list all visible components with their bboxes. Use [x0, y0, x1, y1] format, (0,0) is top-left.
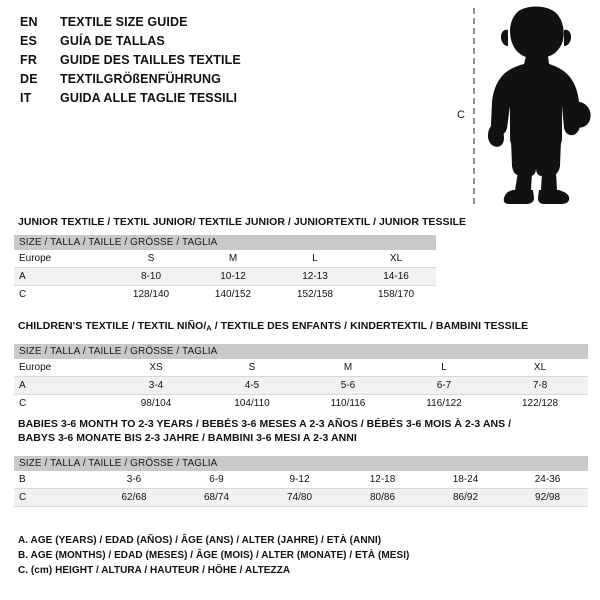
table-cell: 3-6: [93, 471, 175, 489]
legend-line-c: C. (cm) HEIGHT / ALTURA / HAUTEUR / HÖHE…: [18, 565, 291, 576]
language-title: GUIDA ALLE TAGLIE TESSILI: [60, 91, 238, 105]
legend-block: A. AGE (YEARS) / EDAD (AÑOS) / ÂGE (ANS)…: [18, 533, 409, 578]
section-title-babies-line2: BABYS 3-6 MONATE BIS 2-3 JAHRE / BAMBINI…: [18, 432, 357, 444]
language-code: IT: [20, 91, 32, 105]
table-cell: 12-13: [274, 267, 356, 286]
size-header-cell: M: [192, 250, 274, 268]
table-cell: 158/170: [356, 285, 437, 303]
language-title-block: EN TEXTILE SIZE GUIDE ES GUÍA DE TALLAS …: [20, 13, 420, 108]
row-label: A: [14, 376, 108, 395]
table-bar-row: SIZE / TALLA / TAILLE / GRÖSSE / TAGLIA: [14, 235, 437, 250]
table-cell: 6-9: [175, 471, 258, 489]
table-cell: 7-8: [492, 376, 589, 395]
section-title-children-pre: CHILDREN'S TEXTILE / TEXTIL NIÑO/: [18, 320, 207, 332]
table-cell: 68/74: [175, 488, 258, 507]
row-label: C: [14, 394, 108, 412]
table-cell: 4-5: [204, 376, 300, 395]
children-bar-label: SIZE / TALLA / TAILLE / GRÖSSE / TAGLIA: [14, 344, 589, 359]
language-code: ES: [20, 34, 38, 48]
table-row: C 62/68 68/74 74/80 80/86 86/92 92/98: [14, 488, 589, 507]
language-code: EN: [20, 15, 38, 29]
table-cell: 86/92: [424, 488, 507, 507]
table-cell: 110/116: [300, 394, 396, 412]
language-row: EN TEXTILE SIZE GUIDE: [20, 13, 420, 32]
height-measure-label: C: [457, 109, 465, 121]
language-code: FR: [20, 53, 38, 67]
table-cell: 14-16: [356, 267, 437, 286]
babies-size-table: SIZE / TALLA / TAILLE / GRÖSSE / TAGLIA …: [14, 456, 589, 507]
section-title-babies-line1: BABIES 3-6 MONTH TO 2-3 YEARS / BEBÉS 3-…: [18, 418, 512, 430]
table-bar-row: SIZE / TALLA / TAILLE / GRÖSSE / TAGLIA: [14, 456, 589, 471]
table-row: A 8-10 10-12 12-13 14-16: [14, 267, 437, 286]
table-cell: 140/152: [192, 285, 274, 303]
language-title: GUIDE DES TAILLES TEXTILE: [60, 53, 241, 67]
table-cell: 92/98: [507, 488, 589, 507]
table-row: C 128/140 140/152 152/158 158/170: [14, 285, 437, 303]
table-cell: 24-36: [507, 471, 589, 489]
height-measure-dashed-line: [473, 8, 475, 204]
language-row: ES GUÍA DE TALLAS: [20, 32, 420, 51]
table-cell: 12-18: [341, 471, 424, 489]
height-measurement-figure: C: [440, 6, 600, 206]
row-label: B: [14, 471, 93, 489]
table-cell: 74/80: [258, 488, 341, 507]
table-cell: 98/104: [108, 394, 204, 412]
table-row: A 3-4 4-5 5-6 6-7 7-8: [14, 376, 589, 395]
size-header-cell: XL: [492, 359, 589, 377]
junior-size-table: SIZE / TALLA / TAILLE / GRÖSSE / TAGLIA …: [14, 235, 437, 303]
table-cell: 9-12: [258, 471, 341, 489]
legend-line-b: B. AGE (MONTHS) / EDAD (MESES) / ÂGE (MO…: [18, 550, 410, 561]
table-cell: 10-12: [192, 267, 274, 286]
table-cell: 116/122: [396, 394, 492, 412]
language-row: FR GUIDE DES TAILLES TEXTILE: [20, 51, 420, 70]
table-cell: 6-7: [396, 376, 492, 395]
table-cell: 80/86: [341, 488, 424, 507]
table-cell: 62/68: [93, 488, 175, 507]
language-row: IT GUIDA ALLE TAGLIE TESSILI: [20, 89, 420, 108]
section-title-children: CHILDREN'S TEXTILE / TEXTIL NIÑO/A / TEX…: [18, 320, 528, 334]
table-cell: 18-24: [424, 471, 507, 489]
size-header-cell: S: [110, 250, 192, 268]
size-header-cell: L: [274, 250, 356, 268]
table-bar-row: SIZE / TALLA / TAILLE / GRÖSSE / TAGLIA: [14, 344, 589, 359]
language-title: TEXTILGRÖßENFÜHRUNG: [60, 72, 221, 86]
table-cell: 128/140: [110, 285, 192, 303]
row-label: Europe: [14, 359, 108, 377]
section-title-children-post: / TEXTILE DES ENFANTS / KINDERTEXTIL / B…: [211, 320, 529, 332]
language-title: TEXTILE SIZE GUIDE: [60, 15, 188, 29]
language-code: DE: [20, 72, 38, 86]
table-row: C 98/104 104/110 110/116 116/122 122/128: [14, 394, 589, 412]
legend-line-a: A. AGE (YEARS) / EDAD (AÑOS) / ÂGE (ANS)…: [18, 535, 382, 546]
language-title: GUÍA DE TALLAS: [60, 34, 165, 48]
table-cell: 5-6: [300, 376, 396, 395]
language-row: DE TEXTILGRÖßENFÜHRUNG: [20, 70, 420, 89]
child-silhouette-icon: [487, 6, 591, 204]
table-row: Europe XS S M L XL: [14, 359, 589, 377]
size-header-cell: L: [396, 359, 492, 377]
row-label: C: [14, 285, 110, 303]
table-row: Europe S M L XL: [14, 250, 437, 268]
size-header-cell: M: [300, 359, 396, 377]
table-row: B 3-6 6-9 9-12 12-18 18-24 24-36: [14, 471, 589, 489]
row-label: A: [14, 267, 110, 286]
section-title-children-sub: A: [206, 323, 212, 333]
table-cell: 152/158: [274, 285, 356, 303]
table-cell: 104/110: [204, 394, 300, 412]
section-title-junior: JUNIOR TEXTILE / TEXTIL JUNIOR/ TEXTILE …: [18, 216, 467, 228]
table-cell: 122/128: [492, 394, 589, 412]
size-header-cell: XL: [356, 250, 437, 268]
babies-bar-label: SIZE / TALLA / TAILLE / GRÖSSE / TAGLIA: [14, 456, 589, 471]
size-header-cell: XS: [108, 359, 204, 377]
table-cell: 8-10: [110, 267, 192, 286]
size-header-cell: S: [204, 359, 300, 377]
table-cell: 3-4: [108, 376, 204, 395]
row-label: C: [14, 488, 93, 507]
junior-bar-label: SIZE / TALLA / TAILLE / GRÖSSE / TAGLIA: [14, 235, 437, 250]
children-size-table: SIZE / TALLA / TAILLE / GRÖSSE / TAGLIA …: [14, 344, 589, 412]
row-label: Europe: [14, 250, 110, 268]
